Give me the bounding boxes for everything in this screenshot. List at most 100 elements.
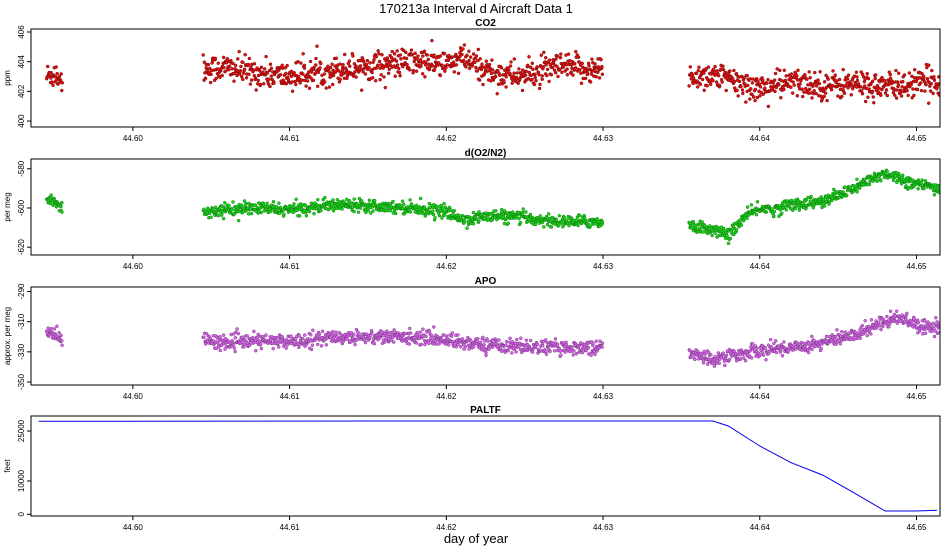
- data-point: [713, 231, 717, 235]
- data-point: [803, 86, 808, 91]
- data-point: [271, 199, 276, 204]
- data-point: [248, 82, 253, 86]
- data-point: [894, 68, 898, 73]
- data-point: [576, 223, 580, 228]
- data-point: [937, 183, 940, 188]
- data-point: [388, 208, 393, 213]
- data-point: [700, 77, 705, 82]
- data-point: [269, 209, 273, 214]
- data-point: [852, 337, 856, 342]
- data-point: [792, 83, 796, 87]
- data-point: [395, 63, 400, 67]
- data-point: [512, 57, 517, 61]
- data-point: [347, 59, 352, 63]
- data-point: [223, 200, 227, 205]
- data-point: [533, 72, 537, 77]
- data-point: [443, 213, 447, 217]
- data-point: [322, 72, 327, 76]
- data-point: [447, 205, 452, 210]
- data-point: [249, 78, 254, 82]
- data-point: [534, 78, 538, 83]
- data-point: [265, 71, 270, 75]
- data-point: [863, 318, 867, 323]
- data-point: [878, 80, 882, 84]
- data-point: [220, 343, 224, 348]
- data-point: [259, 342, 263, 346]
- data-point: [741, 91, 745, 96]
- data-point: [57, 74, 62, 79]
- panel-d-o2-n2-: d(O2/N2) per meg 44.60 44.61 44.62 44.63 44.64…: [3, 148, 941, 271]
- data-point: [297, 214, 302, 218]
- data-point: [766, 77, 770, 82]
- data-point: [370, 76, 375, 80]
- data-point: [712, 364, 717, 368]
- data-point: [926, 101, 931, 105]
- data-point: [880, 75, 884, 80]
- data-point: [559, 52, 563, 56]
- data-point: [372, 57, 376, 62]
- data-point: [822, 94, 826, 99]
- data-point: [867, 182, 872, 187]
- data-point: [454, 345, 458, 349]
- data-point: [520, 88, 525, 93]
- data-point: [739, 84, 743, 89]
- data-point: [583, 218, 588, 223]
- data-point: [421, 211, 425, 216]
- data-point: [749, 87, 753, 91]
- data-point: [753, 98, 757, 103]
- data-point: [499, 66, 504, 70]
- data-point: [873, 73, 878, 77]
- data-point: [810, 96, 814, 100]
- data-point: [780, 211, 784, 215]
- data-point: [695, 349, 700, 354]
- data-point: [542, 225, 546, 229]
- data-point: [757, 82, 762, 86]
- data-point: [891, 178, 896, 183]
- data-point: [384, 336, 389, 340]
- data-point: [232, 346, 237, 350]
- data-point: [456, 333, 460, 337]
- data-point: [885, 314, 889, 319]
- data-point: [761, 92, 765, 97]
- data-point: [791, 80, 795, 84]
- data-point: [825, 196, 830, 201]
- data-point: [560, 70, 564, 75]
- data-point: [314, 56, 318, 61]
- data-layer: [45, 168, 940, 246]
- data-point: [504, 343, 508, 347]
- data-point: [571, 353, 575, 357]
- x-axis-title: day of year: [444, 531, 509, 546]
- data-point: [831, 69, 835, 73]
- data-point: [358, 206, 363, 210]
- data-point: [397, 66, 401, 71]
- data-point: [690, 73, 695, 77]
- data-point: [55, 324, 59, 328]
- x-tick-label: 44.64: [750, 523, 771, 532]
- data-point: [392, 52, 397, 56]
- data-point: [745, 73, 749, 78]
- data-point: [866, 76, 871, 81]
- data-point: [244, 201, 248, 206]
- data-point: [203, 76, 208, 81]
- data-point: [467, 66, 472, 71]
- data-point: [217, 345, 221, 349]
- data-point: [858, 336, 863, 341]
- data-point: [925, 65, 929, 70]
- data-point: [882, 78, 887, 83]
- data-point: [245, 334, 249, 338]
- data-point: [782, 340, 786, 344]
- data-point: [383, 85, 388, 90]
- data-point: [923, 89, 927, 93]
- data-point: [761, 78, 765, 82]
- data-point: [222, 65, 226, 70]
- data-point: [218, 334, 222, 339]
- data-point: [235, 327, 239, 331]
- data-point: [478, 340, 483, 345]
- data-point: [467, 58, 471, 63]
- data-point: [548, 349, 552, 354]
- data-point: [418, 57, 423, 62]
- data-point: [885, 93, 890, 98]
- data-point: [467, 49, 471, 53]
- data-point: [932, 78, 937, 82]
- data-point: [790, 91, 795, 95]
